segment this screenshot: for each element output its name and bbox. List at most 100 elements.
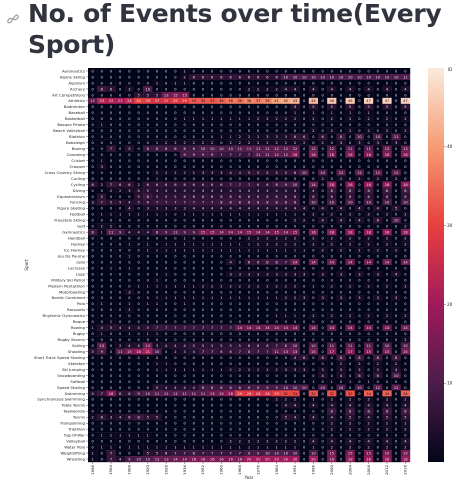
heatmap-cell (336, 163, 346, 170)
heatmap-cell (198, 79, 208, 87)
heatmap-cell-value: 6 (404, 195, 407, 199)
heatmap-cell (373, 253, 383, 260)
heatmap-cell-value: 0 (386, 219, 389, 223)
heatmap-cell (207, 133, 217, 140)
y-tick-label: Diving (73, 188, 86, 193)
heatmap-cell (382, 115, 392, 122)
heatmap-cell-value: 1 (285, 445, 287, 449)
heatmap-cell (143, 145, 153, 152)
heatmap-cell-value: 0 (137, 177, 140, 181)
heatmap-cell-value: 0 (183, 165, 186, 169)
heatmap-cell-value: 0 (303, 129, 306, 133)
heatmap-cell (336, 175, 346, 182)
heatmap-cell (170, 115, 181, 122)
heatmap-cell (281, 151, 291, 158)
heatmap-cell (216, 223, 227, 230)
heatmap-cell (299, 187, 309, 194)
heatmap-cell-value: 2 (340, 248, 342, 252)
heatmap-cell (354, 175, 365, 182)
heatmap-cell-value: 2 (349, 422, 351, 426)
heatmap-cell-value: 7 (202, 201, 204, 205)
heatmap-cell-value: 43 (293, 99, 298, 103)
heatmap-cell (134, 73, 144, 81)
heatmap-cell-value: 14 (330, 326, 335, 330)
heatmap-cell (290, 205, 300, 212)
heatmap-cell-value: 5 (156, 416, 158, 420)
heatmap-cell (290, 235, 300, 242)
heatmap-cell (97, 145, 107, 152)
heatmap-cell-value: 0 (395, 159, 398, 163)
heatmap-cell-value: 8 (275, 201, 278, 205)
heatmap-cell (244, 193, 254, 200)
heatmap-cell (143, 187, 153, 194)
heatmap-cell-value: 1 (257, 445, 259, 449)
heatmap-cell (180, 103, 190, 110)
heatmap-cell (170, 103, 181, 110)
heatmap-cell (134, 235, 144, 242)
heatmap-cell (308, 127, 319, 134)
heatmap-cell (198, 205, 208, 212)
heatmap-cell (207, 151, 217, 158)
heatmap-cell-value: 1 (128, 254, 130, 258)
heatmap-cell-value: 0 (239, 93, 242, 97)
heatmap-cell-value: 0 (248, 129, 251, 133)
heatmap-cell (124, 79, 135, 87)
heatmap-cell-value: 14 (173, 457, 178, 461)
heatmap-cell (235, 169, 245, 176)
heatmap-cell-value: 10 (339, 386, 344, 390)
heatmap-cell-value: 0 (248, 81, 251, 85)
heatmap-cell-value: 7 (110, 147, 112, 151)
heatmap-cell-value: 5 (147, 189, 149, 193)
heatmap-cell (170, 163, 181, 170)
heatmap-cell (364, 247, 374, 254)
heatmap-cell (244, 199, 254, 206)
heatmap-cell (216, 109, 227, 116)
heatmap-cell-value: 0 (91, 243, 94, 247)
heatmap-cell-value: 5 (331, 105, 333, 109)
heatmap-cell (373, 223, 383, 230)
heatmap-cell (327, 139, 337, 146)
heatmap-cell-value: 1 (110, 445, 112, 449)
heatmap-cell (299, 79, 309, 87)
heatmap-cell-value: 8 (285, 201, 288, 205)
heatmap-cell-value: 0 (101, 117, 104, 121)
heatmap-cell-value: 0 (239, 219, 242, 223)
heatmap-cell-value: 1 (156, 284, 158, 288)
heatmap-cell-value: 7 (110, 183, 112, 187)
heatmap-cell-value: 0 (174, 105, 177, 109)
heatmap-cell-value: 0 (193, 93, 196, 97)
heatmap-cell-value: 0 (340, 93, 343, 97)
y-tick-label: Athletics (68, 98, 85, 103)
heatmap-cell (198, 247, 208, 254)
heatmap-cell-value: 1 (183, 81, 185, 85)
heatmap-cell (299, 241, 309, 248)
heatmap-cell-value: 1 (156, 141, 158, 145)
heatmap-cell-value: 0 (395, 183, 398, 187)
link-icon[interactable] (6, 12, 20, 26)
heatmap-cell-value: 4 (239, 207, 242, 211)
heatmap-cell (272, 241, 282, 248)
heatmap-cell (308, 187, 319, 194)
heatmap-cell-value: 0 (137, 147, 140, 151)
heatmap-cell (152, 175, 162, 182)
heatmap-cell-value: 8 (266, 201, 269, 205)
heatmap-cell-value: 5 (285, 171, 287, 175)
heatmap-cell (180, 121, 190, 128)
heatmap-cell (216, 229, 227, 236)
heatmap-cell-value: 0 (128, 129, 131, 133)
heatmap-cell-value: 1 (165, 213, 167, 217)
heatmap-cell-value: 0 (349, 159, 352, 163)
heatmap-cell-value: 0 (340, 165, 343, 169)
heatmap-cell (207, 121, 217, 128)
heatmap-cell (391, 127, 401, 134)
heatmap-cell-value: 10 (293, 386, 298, 390)
heatmap-cell (189, 235, 199, 242)
heatmap-cell-value: 0 (349, 123, 352, 127)
heatmap-cell-value: 2 (386, 129, 388, 133)
heatmap-cell-value: 1 (248, 296, 250, 300)
heatmap-cell-value: 5 (248, 171, 250, 175)
heatmap-cell (327, 253, 337, 260)
heatmap-cell (161, 115, 171, 122)
heatmap-cell (391, 217, 401, 224)
heatmap-cell-value: 0 (156, 129, 159, 133)
